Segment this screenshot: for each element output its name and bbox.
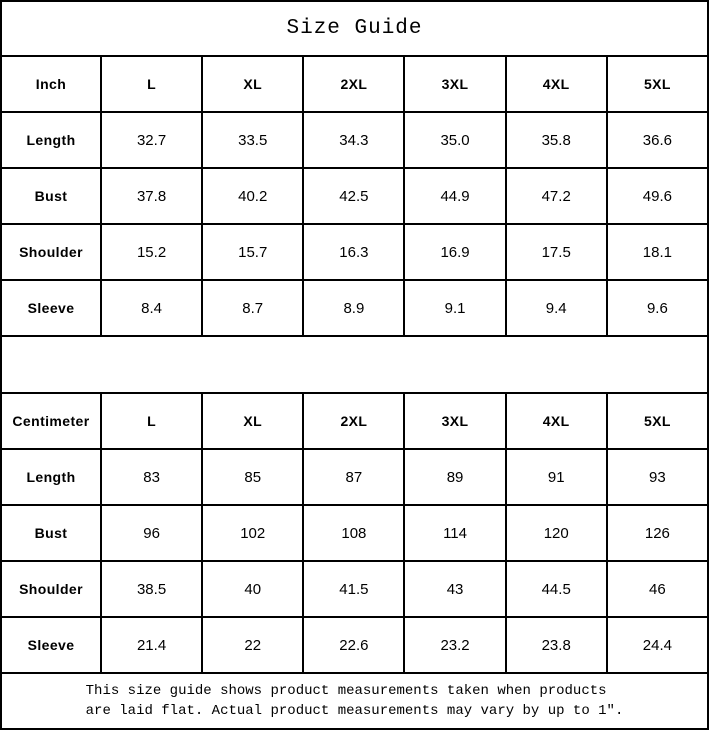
measurement-value: 35.0 (403, 111, 507, 169)
measurement-value: 17.5 (504, 223, 608, 281)
footnote-text: This size guide shows product measuremen… (86, 681, 624, 722)
measurement-value: 23.8 (504, 616, 608, 674)
size-header: 3XL (403, 392, 507, 450)
measurement-value: 93 (605, 448, 709, 506)
measurement-value: 89 (403, 448, 507, 506)
measurement-value: 43 (403, 560, 507, 618)
footnote-line-1: This size guide shows product measuremen… (85, 682, 607, 699)
measurement-value: 9.1 (403, 279, 507, 337)
size-header: XL (201, 55, 305, 113)
size-header: 2XL (302, 392, 406, 450)
measurement-value: 23.2 (403, 616, 507, 674)
measurement-value: 35.8 (504, 111, 608, 169)
measurement-value: 47.2 (504, 167, 608, 225)
measurement-value: 18.1 (605, 223, 709, 281)
measurement-value: 21.4 (99, 616, 204, 674)
cm-unit-label: Centimeter (0, 392, 102, 450)
measurement-value: 85 (201, 448, 305, 506)
measurement-value: 33.5 (201, 111, 305, 169)
measurement-value: 126 (605, 504, 709, 562)
inch-bust-row: Bust 37.8 40.2 42.5 44.9 47.2 49.6 (0, 167, 709, 225)
cm-header-row: Centimeter L XL 2XL 3XL 4XL 5XL (0, 392, 709, 450)
footnote-row: This size guide shows product measuremen… (0, 672, 709, 730)
size-header: 5XL (605, 392, 709, 450)
inch-shoulder-row: Shoulder 15.2 15.7 16.3 16.9 17.5 18.1 (0, 223, 709, 281)
measurement-value: 42.5 (302, 167, 406, 225)
measurement-value: 22.6 (302, 616, 406, 674)
measurement-value: 87 (302, 448, 406, 506)
measurement-value: 8.9 (302, 279, 406, 337)
measurement-value: 15.7 (201, 223, 305, 281)
size-header: XL (201, 392, 305, 450)
cm-bust-row: Bust 96 102 108 114 120 126 (0, 504, 709, 562)
measurement-value: 37.8 (99, 167, 204, 225)
measurement-value: 16.3 (302, 223, 406, 281)
measurement-value: 34.3 (302, 111, 406, 169)
measurement-value: 108 (302, 504, 406, 562)
measurement-label: Sleeve (0, 616, 102, 674)
cm-sleeve-row: Sleeve 21.4 22 22.6 23.2 23.8 24.4 (0, 616, 709, 674)
measurement-value: 40 (201, 560, 305, 618)
size-header: 4XL (504, 55, 608, 113)
measurement-label: Bust (0, 167, 102, 225)
measurement-value: 8.7 (201, 279, 305, 337)
measurement-label: Bust (0, 504, 102, 562)
measurement-value: 40.2 (201, 167, 305, 225)
measurement-value: 102 (201, 504, 305, 562)
measurement-value: 44.9 (403, 167, 507, 225)
inch-sleeve-row: Sleeve 8.4 8.7 8.9 9.1 9.4 9.6 (0, 279, 709, 337)
measurement-value: 24.4 (605, 616, 709, 674)
measurement-value: 96 (99, 504, 204, 562)
inch-header-row: Inch L XL 2XL 3XL 4XL 5XL (0, 55, 709, 113)
size-header: 2XL (302, 55, 406, 113)
measurement-value: 38.5 (99, 560, 204, 618)
measurement-value: 36.6 (605, 111, 709, 169)
measurement-value: 15.2 (99, 223, 204, 281)
cm-length-row: Length 83 85 87 89 91 93 (0, 448, 709, 506)
measurement-value: 9.4 (504, 279, 608, 337)
size-header: 3XL (403, 55, 507, 113)
size-header: 4XL (504, 392, 608, 450)
measurement-label: Shoulder (0, 223, 102, 281)
measurement-value: 114 (403, 504, 507, 562)
measurement-label: Length (0, 111, 102, 169)
inch-length-row: Length 32.7 33.5 34.3 35.0 35.8 36.6 (0, 111, 709, 169)
measurement-value: 46 (605, 560, 709, 618)
measurement-label: Shoulder (0, 560, 102, 618)
footnote-line-2: are laid flat. Actual product measuremen… (85, 703, 624, 719)
measurement-value: 22 (201, 616, 305, 674)
measurement-value: 41.5 (302, 560, 406, 618)
measurement-value: 49.6 (605, 167, 709, 225)
measurement-label: Sleeve (0, 279, 102, 337)
size-header: L (99, 55, 204, 113)
measurement-value: 32.7 (99, 111, 204, 169)
measurement-value: 16.9 (403, 223, 507, 281)
title-row: Size Guide (0, 0, 709, 57)
measurement-label: Length (0, 448, 102, 506)
cm-shoulder-row: Shoulder 38.5 40 41.5 43 44.5 46 (0, 560, 709, 618)
measurement-value: 120 (504, 504, 608, 562)
inch-unit-label: Inch (0, 55, 102, 113)
spacer-row (0, 335, 709, 394)
size-header: 5XL (605, 55, 709, 113)
measurement-value: 9.6 (605, 279, 709, 337)
measurement-value: 91 (504, 448, 608, 506)
footnote: This size guide shows product measuremen… (0, 672, 709, 730)
measurement-value: 44.5 (504, 560, 608, 618)
measurement-value: 8.4 (99, 279, 204, 337)
page-title: Size Guide (0, 0, 709, 57)
spacer-cell (0, 335, 709, 394)
measurement-value: 83 (99, 448, 204, 506)
size-header: L (99, 392, 204, 450)
